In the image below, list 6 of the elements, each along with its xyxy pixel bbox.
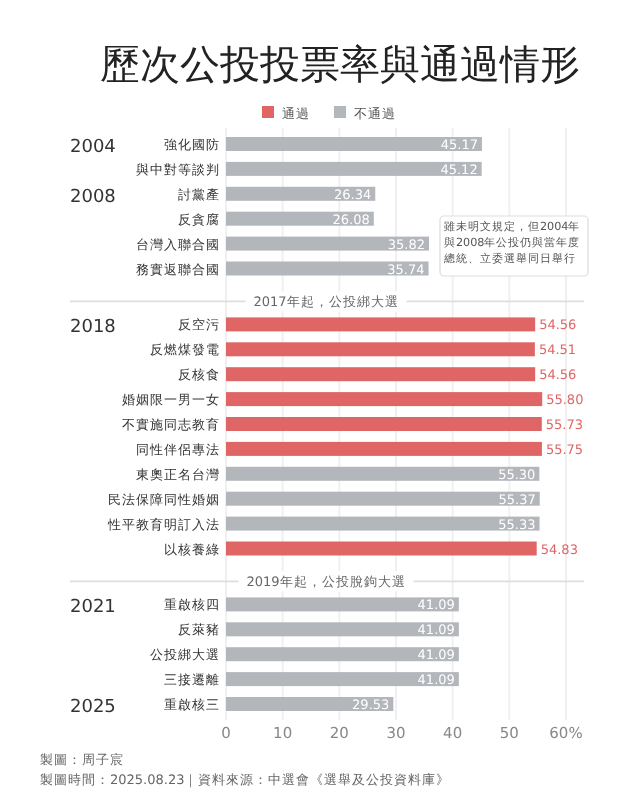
chart-title: 歷次公投投票率與通過情形	[100, 40, 580, 88]
text: 2008	[70, 187, 117, 208]
text: 2018	[70, 318, 117, 339]
text: 2021	[70, 598, 116, 619]
text: 2004	[70, 138, 117, 158]
text: 2025	[70, 698, 116, 718]
